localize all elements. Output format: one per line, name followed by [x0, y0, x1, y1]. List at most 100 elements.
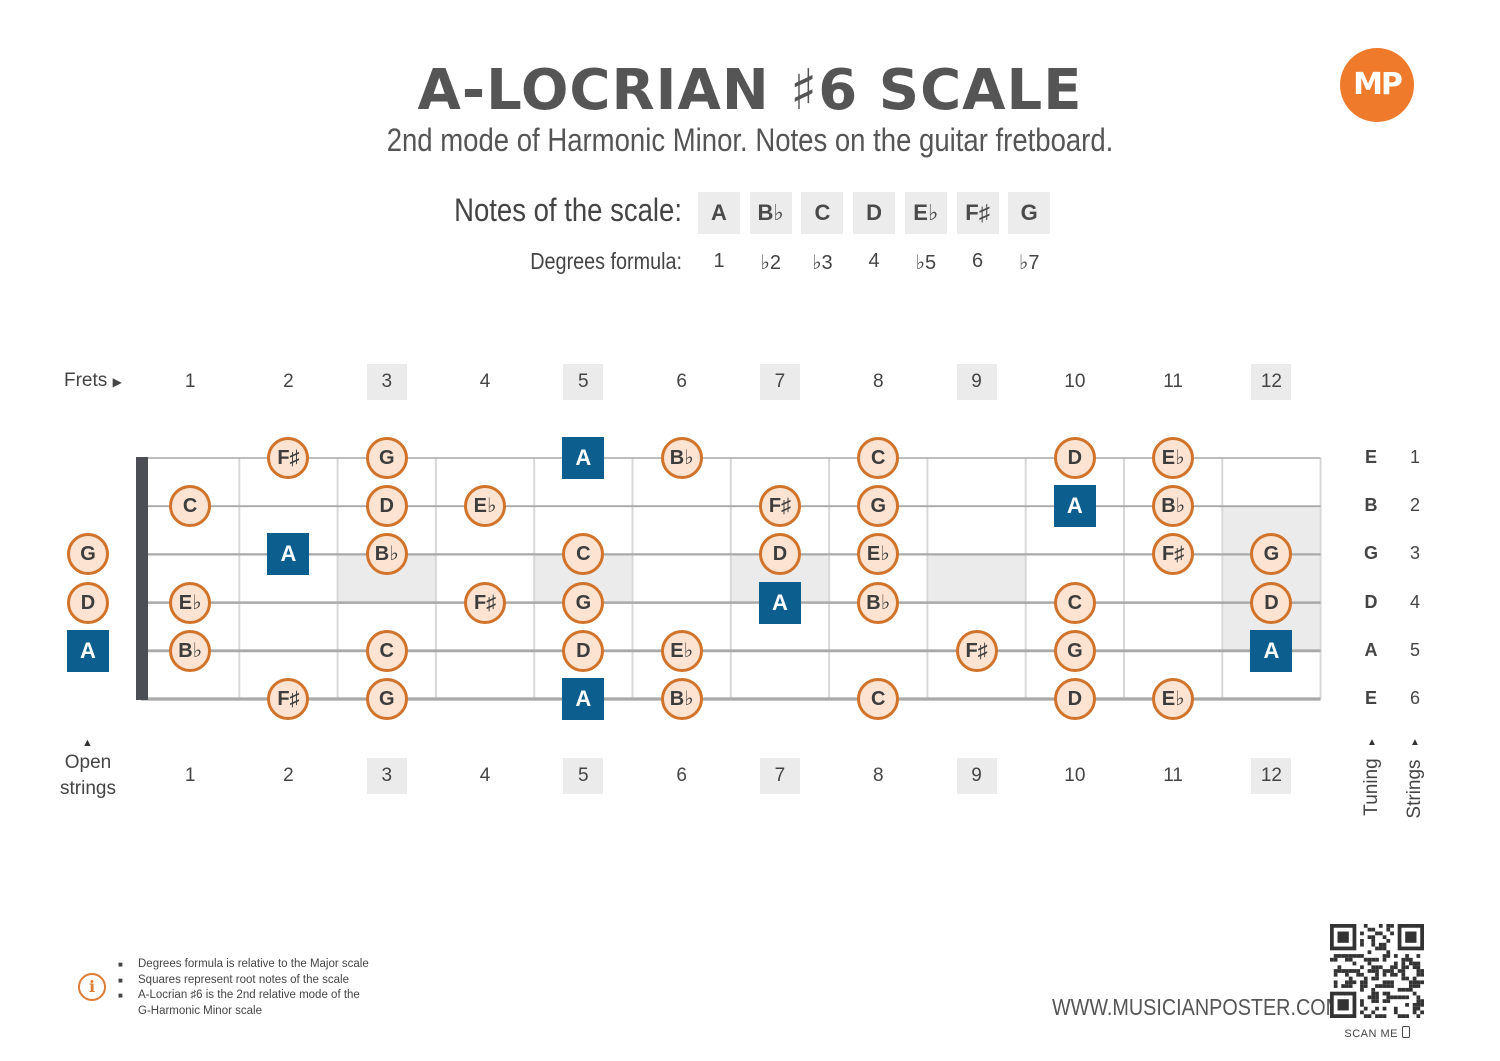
- qr-module: [1356, 969, 1361, 973]
- notes-of-scale-label: Notes of the scale:: [454, 192, 682, 228]
- fret-number: 2: [283, 765, 294, 786]
- scale-note-marker: G: [365, 437, 408, 479]
- fret-number: 11: [1163, 371, 1183, 392]
- scan-me-text: SCAN ME: [1344, 1028, 1399, 1040]
- qr-module: [1375, 946, 1379, 951]
- qr-module: [1382, 1014, 1387, 1018]
- qr-module: [1401, 969, 1406, 973]
- qr-module: [1416, 984, 1421, 988]
- qr-module: [1333, 954, 1338, 958]
- info-item: A-Locrian ♯6 is the 2nd relative mode of…: [118, 988, 400, 1004]
- qr-module: [1367, 950, 1372, 955]
- qr-module: [1378, 924, 1383, 928]
- qr-module: [1401, 995, 1406, 1000]
- qr-module: [1401, 961, 1406, 966]
- qr-module: [1375, 999, 1379, 1003]
- qr-module: [1333, 957, 1338, 962]
- string-number: 2: [1409, 495, 1420, 516]
- qr-module: [1416, 1002, 1421, 1007]
- qr-module: [1393, 965, 1398, 970]
- info-icon: i: [78, 973, 106, 1001]
- scale-note-marker: G: [1250, 533, 1293, 576]
- qr-module: [1371, 1010, 1376, 1015]
- degrees-formula-label: Degrees formula:: [530, 248, 682, 274]
- qr-module: [1367, 1014, 1372, 1018]
- scale-note-marker: F♯: [267, 678, 310, 720]
- qr-module: [1408, 957, 1413, 962]
- scale-note-marker: B♭: [1152, 485, 1195, 528]
- qr-module: [1341, 969, 1346, 973]
- qr-finder: [1337, 931, 1349, 943]
- fret-number: 12: [1251, 364, 1292, 400]
- scale-note-marker: G: [67, 533, 109, 576]
- scale-note: D: [853, 192, 896, 234]
- qr-module: [1382, 969, 1387, 973]
- scale-note: C: [801, 192, 844, 234]
- qr-module: [1367, 995, 1372, 1000]
- fret-number: 4: [479, 765, 491, 786]
- scale-note-marker: C: [857, 678, 900, 720]
- qr-module: [1386, 924, 1391, 928]
- nut: [136, 457, 148, 700]
- qr-module: [1371, 957, 1376, 962]
- scale-note-marker: C: [1053, 581, 1096, 624]
- qr-module: [1345, 957, 1349, 962]
- root-note: A: [1250, 629, 1293, 672]
- fret-number: 10: [1064, 371, 1086, 392]
- qr-module: [1412, 1002, 1417, 1007]
- info-item: Squares represent root notes of the scal…: [118, 973, 400, 989]
- qr-module: [1390, 969, 1394, 973]
- qr-module: [1352, 961, 1357, 966]
- qr-module: [1371, 976, 1376, 981]
- qr-module: [1360, 972, 1364, 977]
- qr-module: [1416, 995, 1421, 1000]
- fret-number: 12: [1251, 758, 1292, 794]
- string-number: 6: [1409, 688, 1420, 708]
- qr-module: [1378, 984, 1383, 988]
- qr-code-icon[interactable]: [1330, 924, 1424, 1018]
- fret-marker-shade-double: [1222, 506, 1321, 651]
- qr-module: [1416, 969, 1421, 973]
- qr-module: [1345, 980, 1349, 985]
- qr-module: [1371, 942, 1376, 947]
- qr-module: [1375, 991, 1379, 996]
- qr-module: [1352, 969, 1357, 973]
- scale-note-marker: D: [67, 581, 109, 624]
- page-subtitle: 2nd mode of Harmonic Minor. Notes on the…: [386, 122, 1114, 158]
- qr-module: [1416, 1014, 1421, 1018]
- qr-module: [1348, 954, 1353, 958]
- fret-number: 5: [563, 364, 604, 400]
- scale-note-marker: F♯: [464, 581, 507, 624]
- qr-module: [1412, 1006, 1417, 1011]
- qr-module: [1382, 991, 1387, 996]
- qr-module: [1390, 972, 1394, 977]
- fret-number: 7: [759, 758, 800, 794]
- fret-number: 2: [283, 371, 294, 392]
- strings-arrow-icon: ▲: [1410, 737, 1420, 748]
- scale-note-marker: B♭: [660, 678, 703, 720]
- qr-module: [1386, 954, 1391, 958]
- website-link[interactable]: WWW.MUSICIANPOSTER.COM: [1052, 994, 1343, 1020]
- qr-module: [1401, 957, 1406, 962]
- qr-module: [1397, 969, 1402, 973]
- qr-module: [1416, 961, 1421, 966]
- scale-note-marker: G: [1053, 629, 1096, 672]
- qr-module: [1345, 984, 1349, 988]
- qr-module: [1382, 984, 1387, 988]
- scale-note: G: [1008, 192, 1051, 234]
- qr-module: [1348, 984, 1353, 988]
- qr-module: [1371, 965, 1376, 970]
- qr-module: [1405, 957, 1409, 962]
- qr-module: [1363, 1006, 1368, 1011]
- fret-number: 1: [184, 371, 196, 392]
- scale-note-marker: E♭: [857, 533, 900, 576]
- root-note: A: [758, 581, 801, 624]
- qr-module: [1337, 965, 1342, 970]
- qr-module: [1367, 969, 1372, 973]
- scale-note-marker: D: [1053, 437, 1096, 479]
- scale-note-marker: D: [562, 629, 605, 672]
- scale-note: A: [698, 192, 740, 234]
- scale-note-marker: D: [758, 533, 801, 576]
- scale-note-marker: D: [1250, 581, 1293, 624]
